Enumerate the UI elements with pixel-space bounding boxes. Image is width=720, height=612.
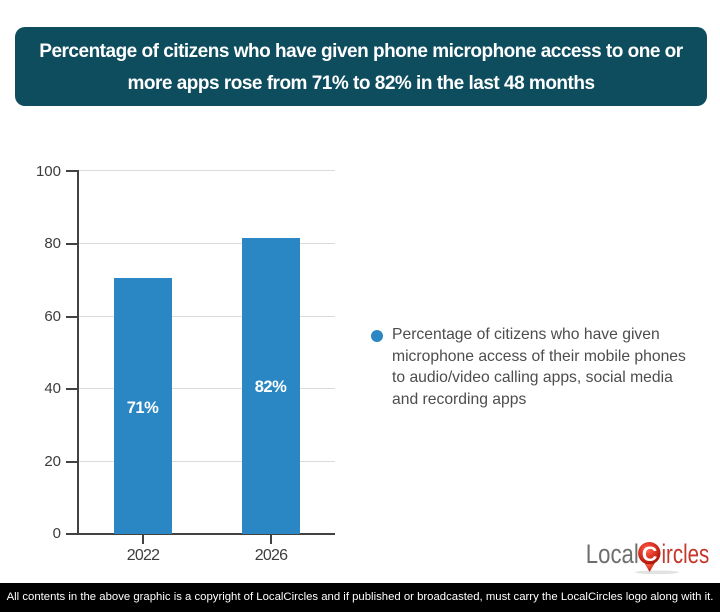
svg-text:ircles: ircles	[662, 539, 710, 569]
svg-text:Local: Local	[586, 539, 639, 569]
svg-text:C: C	[642, 542, 658, 566]
